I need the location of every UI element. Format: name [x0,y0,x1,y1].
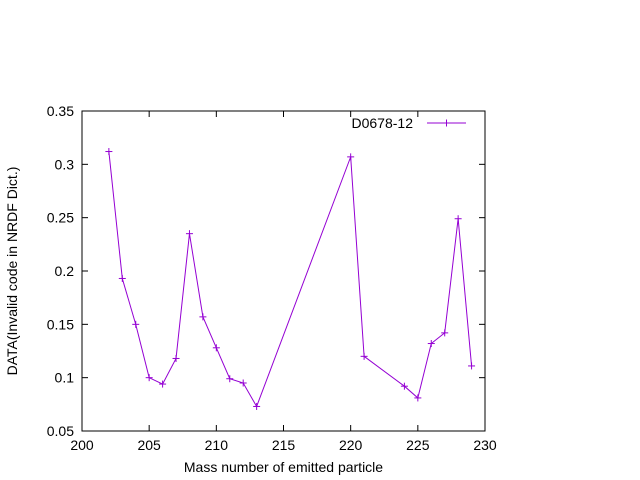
data-point [226,375,234,383]
data-point [468,362,476,370]
data-point [145,374,153,382]
legend-label: D0678-12 [352,115,414,131]
x-tick-label: 230 [473,437,497,453]
data-point [400,382,408,390]
x-tick-label: 225 [406,437,430,453]
x-axis-label: Mass number of emitted particle [184,459,383,475]
series-layer [105,148,476,410]
y-tick-label: 0.3 [55,156,75,172]
ticks-layer: 200 205 210 215 220 225 230 0.05 0.1 0.15 0.2 0.25 0… [47,103,497,453]
data-point [159,380,167,388]
legend: D0678-12 [352,115,466,131]
y-tick-label: 0.1 [55,370,75,386]
y-tick-label: 0.2 [55,263,75,279]
data-point [199,313,207,321]
data-point [454,215,462,223]
data-point [118,274,126,282]
data-point [441,329,449,337]
x-tick-label: 200 [70,437,94,453]
legend-marker [443,119,450,127]
data-point [360,352,368,360]
y-tick-label: 0.25 [47,210,74,226]
y-tick-label: 0.05 [47,423,74,439]
data-point [427,340,435,348]
x-tick-label: 205 [137,437,161,453]
data-point [239,379,247,387]
y-tick-label: 0.15 [47,316,74,332]
data-point [253,402,261,410]
x-tick-label: 210 [205,437,229,453]
y-axis-label: DATA(Invalid code in NRDF Dict.) [4,167,20,376]
data-point [105,148,113,156]
data-point [185,230,193,238]
series-line [108,151,473,408]
plot-frame [81,110,486,432]
data-point [132,320,140,328]
x-tick-label: 220 [339,437,363,453]
legend-marker-plus [443,119,450,127]
data-point [414,394,422,402]
x-tick-label: 215 [272,437,296,453]
data-point [212,344,220,352]
data-point [172,354,180,362]
data-point [347,153,355,161]
y-tick-label: 0.35 [47,103,74,119]
